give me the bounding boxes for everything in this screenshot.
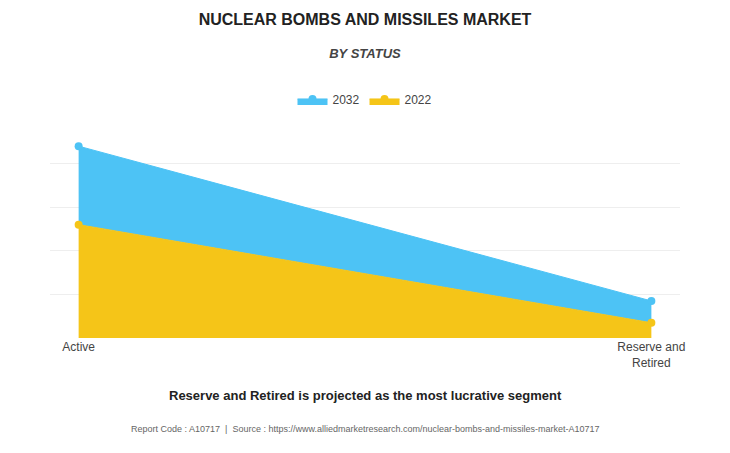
svg-text:2032: 2032 (333, 93, 360, 107)
svg-text:Reserve and Retired is project: Reserve and Retired is projected as the … (169, 388, 562, 403)
svg-text:NUCLEAR BOMBS AND MISSILES MAR: NUCLEAR BOMBS AND MISSILES MARKET (199, 11, 532, 28)
svg-text:BY STATUS: BY STATUS (329, 46, 401, 61)
svg-text:Reserve andRetired: Reserve andRetired (617, 340, 685, 370)
svg-text:2022: 2022 (405, 93, 432, 107)
svg-text:Active: Active (62, 340, 95, 354)
svg-text:Report Code : A10717 | Sourc: Report Code : A10717 | Source : https://… (131, 424, 600, 434)
